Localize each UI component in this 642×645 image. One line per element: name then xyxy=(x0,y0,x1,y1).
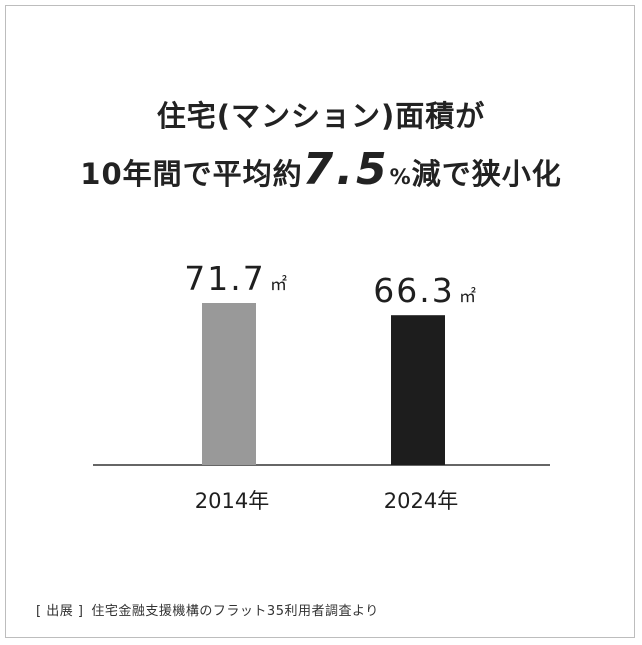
source-label: [ 出展 ] xyxy=(36,604,84,619)
category-label-1: 2024年 xyxy=(384,489,458,513)
title-highlight: 約7.5%減 xyxy=(268,144,446,201)
chart-title-line1: 住宅(マンション)面積が xyxy=(156,99,486,133)
source-note: [ 出展 ] 住宅金融支援機構のフラット35利用者調査より xyxy=(36,600,379,619)
category-label-0: 2014年 xyxy=(195,489,269,513)
data-label-unit-0: ㎡ xyxy=(270,275,287,295)
data-label-unit-1: ㎡ xyxy=(459,287,476,307)
title-highlight-unit: % xyxy=(389,165,412,189)
title-suffix: で狭小化 xyxy=(441,157,562,191)
source-text: 住宅金融支援機構のフラット35利用者調査より xyxy=(91,604,379,619)
title-highlight-number: 7.5 xyxy=(302,144,390,195)
data-label-1: 66.3 xyxy=(373,271,454,310)
title-highlight-pre: 約 xyxy=(272,157,303,191)
bar-0 xyxy=(202,303,256,465)
title-highlight-post: 減 xyxy=(411,157,442,191)
title-prefix: 10年間で平均 xyxy=(80,157,273,191)
chart-frame xyxy=(5,5,635,638)
bar-1 xyxy=(391,315,445,465)
data-label-0: 71.7 xyxy=(184,259,265,298)
chart-title-line2: 10年間で平均約7.5%減で狭小化 xyxy=(0,146,642,201)
